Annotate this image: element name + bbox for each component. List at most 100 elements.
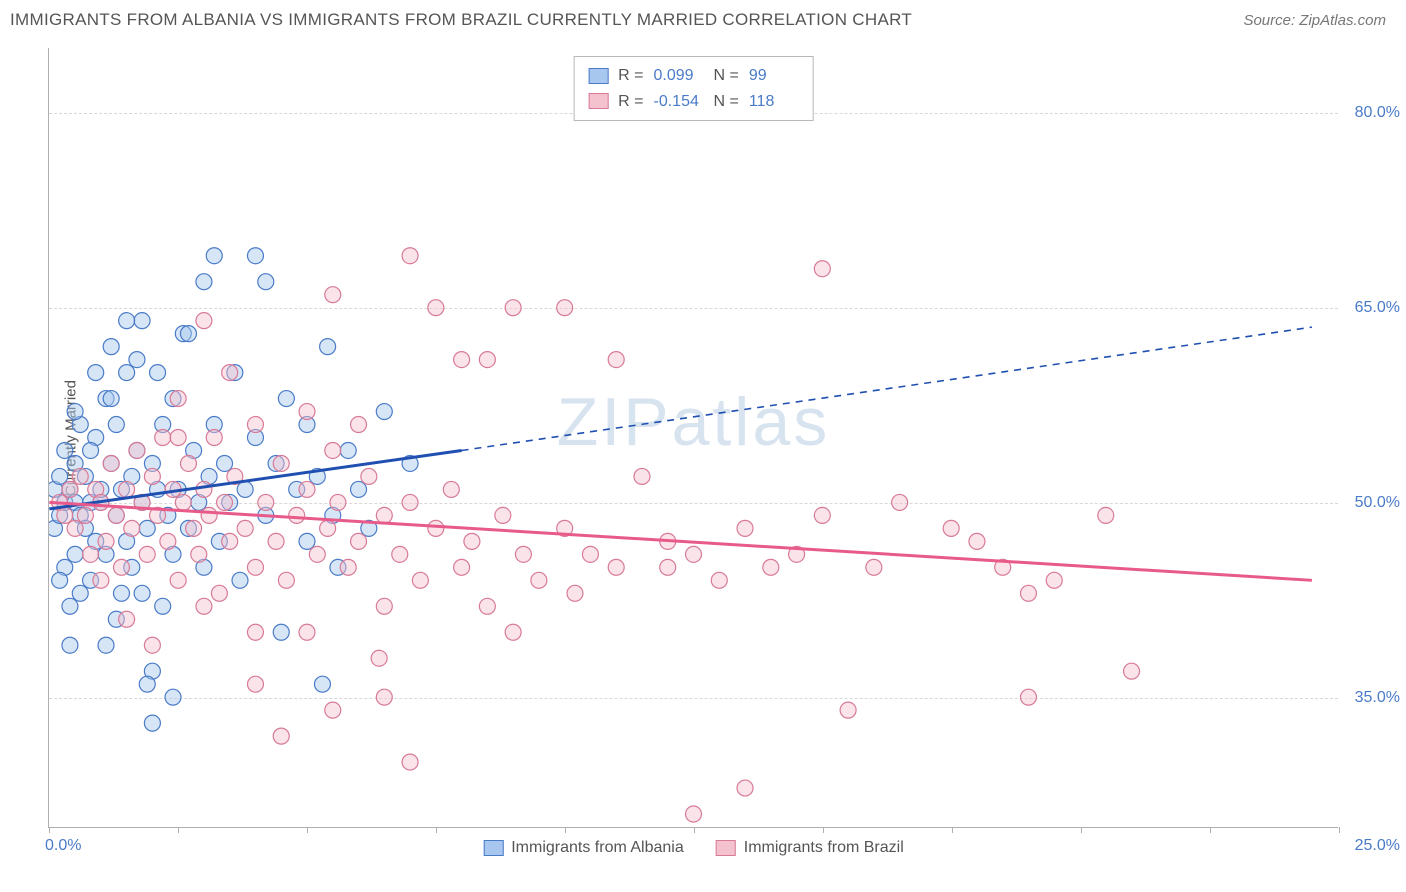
data-point <box>392 546 408 562</box>
x-tick <box>1081 827 1082 833</box>
data-point <box>351 417 367 433</box>
r-value-0: 0.099 <box>654 63 704 89</box>
data-point <box>268 533 284 549</box>
y-tick-label: 35.0% <box>1355 689 1400 707</box>
data-point <box>196 598 212 614</box>
data-point <box>72 468 88 484</box>
data-point <box>217 455 233 471</box>
data-point <box>201 507 217 523</box>
data-point <box>412 572 428 588</box>
trend-line-dash-0 <box>462 327 1312 450</box>
data-point <box>464 533 480 549</box>
data-point <box>371 650 387 666</box>
data-point <box>62 481 78 497</box>
data-point <box>325 442 341 458</box>
n-value-1: 118 <box>749 89 799 115</box>
data-point <box>737 780 753 796</box>
data-point <box>175 494 191 510</box>
data-point <box>160 533 176 549</box>
swatch-icon <box>716 840 736 856</box>
data-point <box>892 494 908 510</box>
data-point <box>314 676 330 692</box>
data-point <box>309 546 325 562</box>
y-tick-label: 50.0% <box>1355 494 1400 512</box>
data-point <box>1046 572 1062 588</box>
data-point <box>479 598 495 614</box>
bottom-legend: Immigrants from Albania Immigrants from … <box>483 839 904 857</box>
data-point <box>567 585 583 601</box>
data-point <box>237 481 253 497</box>
data-point <box>62 598 78 614</box>
data-point <box>495 507 511 523</box>
data-point <box>428 300 444 316</box>
data-point <box>52 468 68 484</box>
x-tick <box>49 827 50 833</box>
data-point <box>237 520 253 536</box>
data-point <box>155 598 171 614</box>
data-point <box>119 365 135 381</box>
data-point <box>57 442 73 458</box>
data-point <box>299 481 315 497</box>
x-axis-max-label: 25.0% <box>1355 837 1400 855</box>
chart-title: IMMIGRANTS FROM ALBANIA VS IMMIGRANTS FR… <box>10 10 912 30</box>
data-point <box>103 339 119 355</box>
data-point <box>139 546 155 562</box>
stats-legend-box: R = 0.099 N = 99 R = -0.154 N = 118 <box>573 56 814 121</box>
data-point <box>62 637 78 653</box>
data-point <box>247 248 263 264</box>
data-point <box>88 365 104 381</box>
data-point <box>376 689 392 705</box>
data-point <box>232 572 248 588</box>
swatch-icon <box>588 93 608 109</box>
data-point <box>258 274 274 290</box>
data-point <box>660 559 676 575</box>
data-point <box>1098 507 1114 523</box>
data-point <box>144 715 160 731</box>
data-point <box>247 559 263 575</box>
data-point <box>608 352 624 368</box>
data-point <box>711 572 727 588</box>
stats-row-series-0: R = 0.099 N = 99 <box>588 63 799 89</box>
data-point <box>124 520 140 536</box>
data-point <box>1124 663 1140 679</box>
data-point <box>222 365 238 381</box>
data-point <box>98 637 114 653</box>
data-point <box>376 507 392 523</box>
data-point <box>196 313 212 329</box>
data-point <box>144 637 160 653</box>
data-point <box>170 572 186 588</box>
data-point <box>150 365 166 381</box>
data-point <box>686 806 702 822</box>
chart-plot-area: ZIPatlas Currently Married R = 0.099 N =… <box>48 48 1338 828</box>
data-point <box>278 391 294 407</box>
data-point <box>273 728 289 744</box>
data-point <box>196 274 212 290</box>
legend-item-0: Immigrants from Albania <box>483 839 684 857</box>
data-point <box>763 559 779 575</box>
swatch-icon <box>483 840 503 856</box>
source-label: Source: ZipAtlas.com <box>1243 12 1386 29</box>
data-point <box>634 468 650 484</box>
n-label: N = <box>714 63 739 89</box>
data-point <box>582 546 598 562</box>
legend-item-1: Immigrants from Brazil <box>716 839 904 857</box>
data-point <box>273 455 289 471</box>
data-point <box>93 572 109 588</box>
data-point <box>969 533 985 549</box>
data-point <box>340 442 356 458</box>
data-point <box>113 559 129 575</box>
data-point <box>376 404 392 420</box>
data-point <box>103 455 119 471</box>
data-point <box>206 248 222 264</box>
data-point <box>67 404 83 420</box>
data-point <box>196 481 212 497</box>
data-point <box>98 533 114 549</box>
x-tick <box>1339 827 1340 833</box>
data-point <box>325 702 341 718</box>
data-point <box>191 546 207 562</box>
legend-label-0: Immigrants from Albania <box>511 839 684 857</box>
data-point <box>180 326 196 342</box>
data-point <box>108 417 124 433</box>
r-value-1: -0.154 <box>654 89 704 115</box>
data-point <box>376 598 392 614</box>
